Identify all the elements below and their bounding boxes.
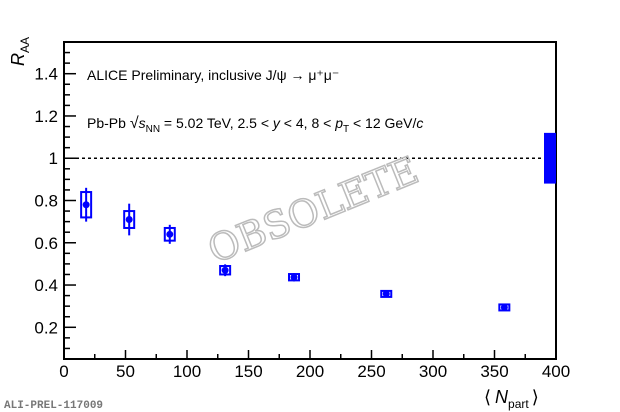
x-tick-label: 100: [173, 362, 201, 381]
y-tick-label: 0.8: [34, 192, 58, 211]
y-tick-label: 0.6: [34, 234, 58, 253]
x-axis-label-left-bracket: ⟨: [484, 387, 491, 407]
x-tick-label: 400: [542, 362, 570, 381]
x-axis-label-subscript: part: [508, 397, 529, 411]
global-uncertainty-box: [544, 132, 556, 184]
x-tick-label: 50: [116, 362, 135, 381]
y-axis-label: RAA: [8, 37, 32, 66]
syst-error-box: [219, 265, 232, 276]
chart-subtitle: Pb-Pb √sNN = 5.02 TeV, 2.5 < y < 4, 8 < …: [87, 115, 423, 135]
x-tick-label: 350: [480, 362, 508, 381]
data-point: [221, 266, 229, 274]
x-tick-label: 300: [419, 362, 447, 381]
x-tick-label: 0: [59, 362, 68, 381]
x-axis-label-symbol: N: [495, 387, 509, 407]
data-point: [166, 230, 174, 238]
y-tick-label: 1.2: [34, 107, 58, 126]
y-tick-label: 1.4: [34, 65, 58, 84]
data-point: [82, 201, 90, 209]
y-axis-label-symbol: R: [8, 53, 28, 66]
data-point: [125, 216, 133, 224]
x-axis-label: ⟨ Npart ⟩: [484, 387, 539, 411]
y-tick-label: 0.2: [34, 318, 58, 337]
footer-label: ALI-PREL-117009: [4, 400, 103, 412]
x-axis-label-right-bracket: ⟩: [532, 387, 539, 407]
x-tick-label: 150: [234, 362, 262, 381]
y-tick-label: 0.4: [34, 276, 58, 295]
y-tick-label: 1: [49, 149, 58, 168]
x-tick-label: 250: [357, 362, 385, 381]
watermark: OBSOLETE: [202, 148, 425, 272]
y-axis-label-subscript: AA: [18, 37, 32, 53]
data-point: [382, 290, 390, 298]
syst-error-box: [123, 210, 136, 229]
data-point: [500, 303, 508, 311]
syst-error-box: [80, 191, 93, 219]
x-tick-label: 200: [296, 362, 324, 381]
data-point: [290, 273, 298, 281]
syst-error-box: [163, 226, 176, 242]
chart-title: ALICE Preliminary, inclusive J/ψ → μ⁺μ⁻: [87, 67, 339, 83]
